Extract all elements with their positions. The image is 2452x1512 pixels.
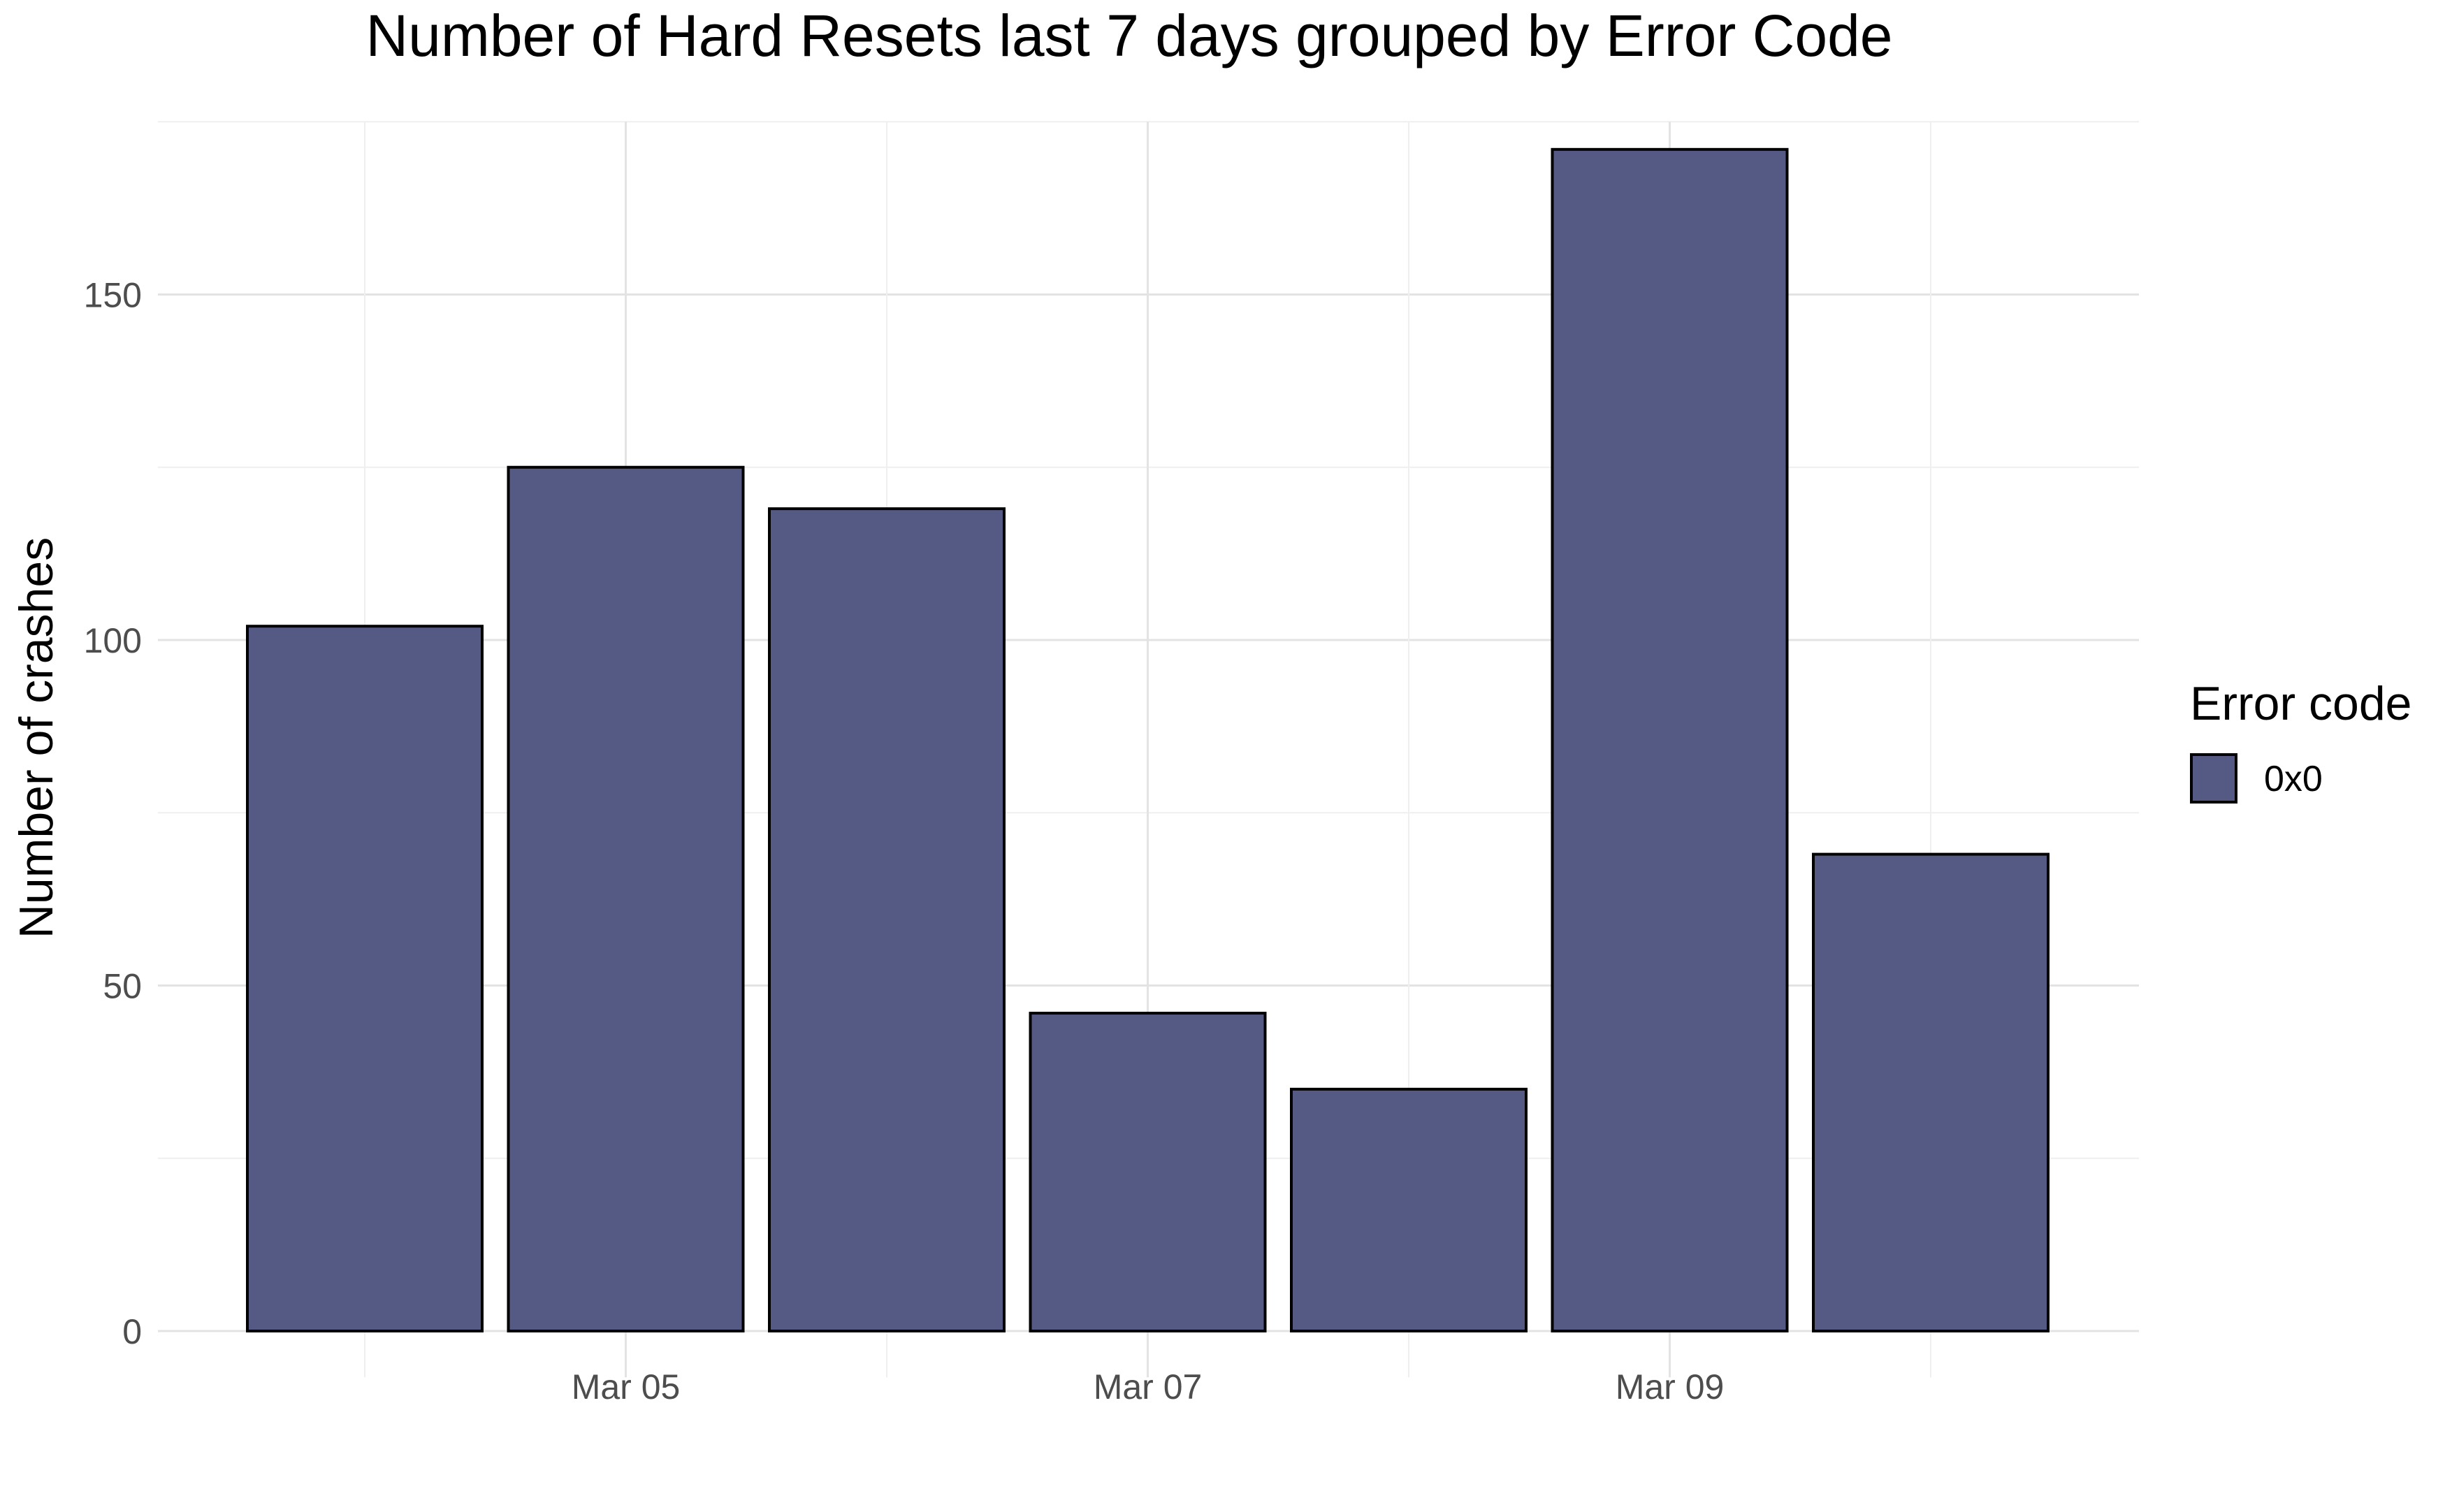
y-tick-label: 100 xyxy=(84,621,142,660)
bar-2024-03-07 xyxy=(1029,1012,1267,1333)
x-tick-label: Mar 05 xyxy=(572,1367,681,1406)
legend: Error code 0x0 xyxy=(2190,677,2411,804)
legend-label: 0x0 xyxy=(2264,759,2323,799)
bar-2024-03-09 xyxy=(1551,147,1789,1332)
bar-2024-03-08 xyxy=(1290,1087,1528,1332)
legend-title: Error code xyxy=(2190,677,2411,730)
y-tick-label: 50 xyxy=(103,967,142,1006)
bar-2024-03-04 xyxy=(246,625,484,1332)
y-axis-title: Number of crashes xyxy=(10,537,63,938)
x-tick-label: Mar 09 xyxy=(1616,1367,1725,1406)
bar-2024-03-05 xyxy=(507,465,745,1332)
bar-2024-03-10 xyxy=(1812,852,2050,1332)
chart-title: Number of Hard Resets last 7 days groupe… xyxy=(365,3,1892,68)
x-tick-label: Mar 07 xyxy=(1094,1367,1203,1406)
bar-group xyxy=(246,147,2050,1333)
y-axis-ticks: 0 50 100 150 xyxy=(84,276,142,1352)
legend-swatch xyxy=(2190,753,2237,804)
bar-2024-03-06 xyxy=(768,507,1006,1333)
y-tick-label: 150 xyxy=(84,276,142,315)
y-tick-label: 0 xyxy=(122,1312,142,1351)
x-axis-ticks: Mar 05 Mar 07 Mar 09 xyxy=(572,1367,1725,1406)
